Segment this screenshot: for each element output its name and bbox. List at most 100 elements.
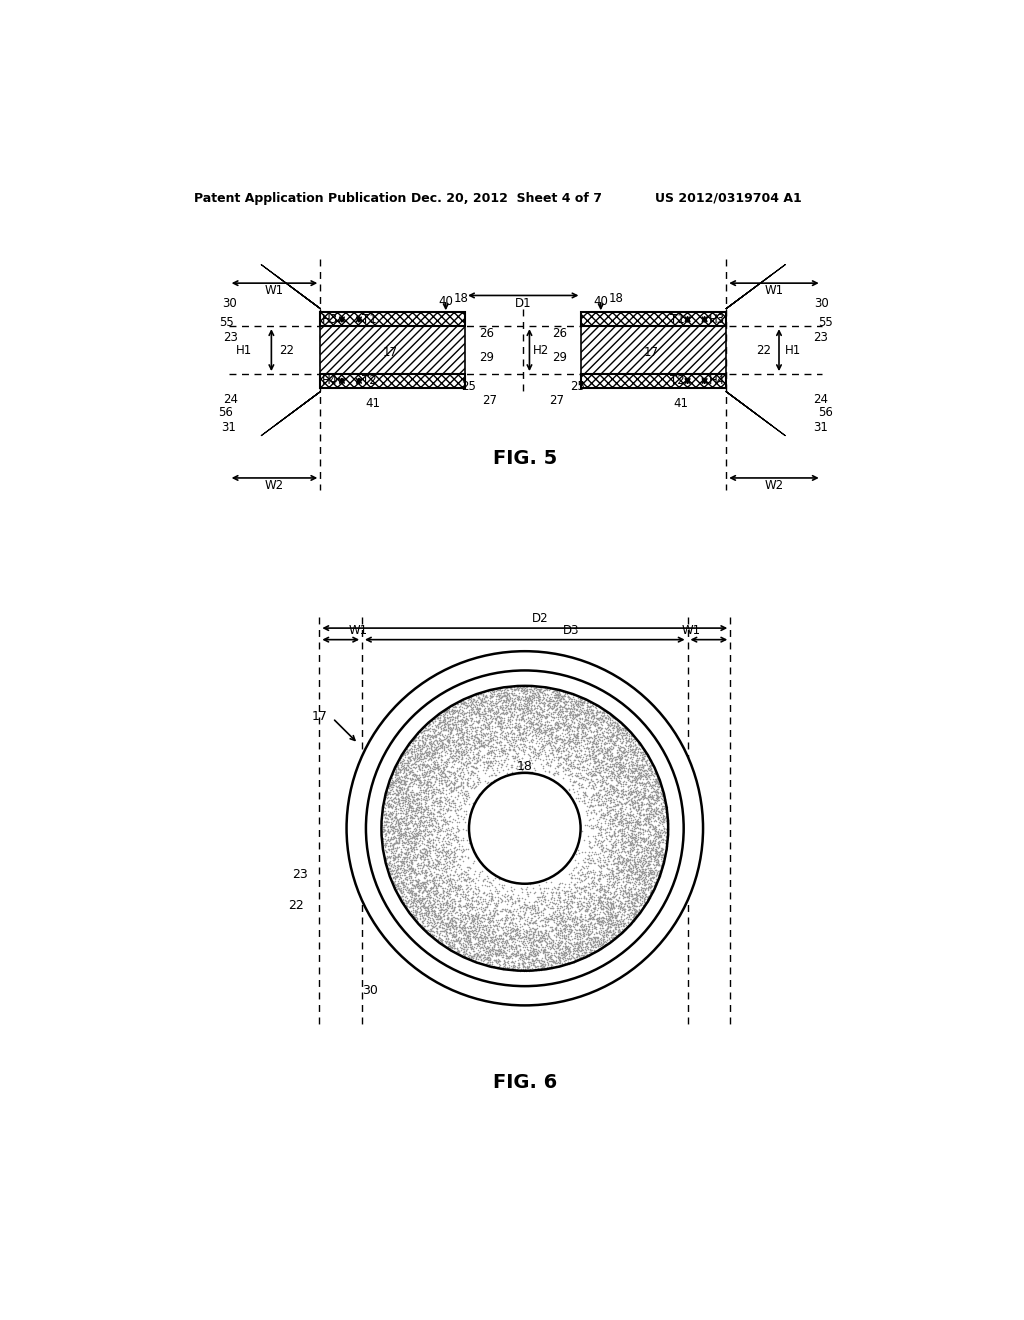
Point bbox=[429, 863, 445, 884]
Point bbox=[436, 795, 453, 816]
Point bbox=[451, 940, 467, 961]
Point bbox=[603, 826, 620, 847]
Point bbox=[452, 879, 468, 900]
Point bbox=[583, 714, 599, 735]
Point bbox=[498, 747, 514, 768]
Point bbox=[588, 725, 604, 746]
Point bbox=[624, 862, 640, 883]
Point bbox=[429, 891, 445, 912]
Point bbox=[565, 755, 582, 776]
Point bbox=[470, 891, 486, 912]
Point bbox=[550, 913, 566, 935]
Point bbox=[451, 742, 467, 763]
Point bbox=[607, 807, 624, 828]
Point bbox=[505, 693, 521, 714]
Point bbox=[468, 921, 484, 942]
Point bbox=[452, 929, 468, 950]
Point bbox=[570, 701, 587, 722]
Point bbox=[580, 939, 596, 960]
Point bbox=[505, 952, 521, 973]
Point bbox=[416, 801, 432, 822]
Point bbox=[613, 818, 630, 840]
Point bbox=[616, 847, 633, 869]
Point bbox=[566, 875, 583, 896]
Point bbox=[556, 685, 572, 706]
Point bbox=[418, 907, 434, 928]
Point bbox=[397, 867, 414, 888]
Point bbox=[559, 705, 575, 726]
Point bbox=[414, 758, 430, 779]
Point bbox=[477, 750, 494, 771]
Point bbox=[387, 830, 403, 851]
Point bbox=[545, 763, 561, 784]
Point bbox=[639, 750, 655, 771]
Point bbox=[440, 936, 457, 957]
Point bbox=[424, 766, 440, 787]
Point bbox=[530, 916, 547, 937]
Point bbox=[629, 888, 645, 909]
Point bbox=[403, 754, 420, 775]
Point bbox=[549, 685, 565, 706]
Point bbox=[392, 820, 409, 841]
Point bbox=[605, 902, 622, 923]
Point bbox=[595, 770, 611, 791]
Point bbox=[528, 960, 545, 981]
Point bbox=[412, 834, 428, 855]
Point bbox=[569, 931, 586, 952]
Point bbox=[547, 952, 563, 973]
Point bbox=[445, 764, 462, 785]
Point bbox=[411, 729, 427, 750]
Point bbox=[651, 862, 668, 883]
Point bbox=[613, 861, 630, 882]
Point bbox=[400, 752, 417, 774]
Point bbox=[459, 697, 475, 718]
Point bbox=[447, 907, 464, 928]
Point bbox=[591, 739, 607, 760]
Point bbox=[644, 830, 660, 851]
Point bbox=[420, 855, 436, 876]
Point bbox=[432, 857, 449, 878]
Point bbox=[635, 738, 651, 759]
Point bbox=[413, 846, 429, 867]
Point bbox=[416, 737, 432, 758]
Point bbox=[425, 759, 441, 780]
Point bbox=[542, 690, 558, 711]
Point bbox=[463, 911, 479, 932]
Point bbox=[417, 729, 433, 750]
Point bbox=[588, 873, 604, 894]
Point bbox=[428, 876, 444, 898]
Point bbox=[492, 678, 508, 700]
Point bbox=[401, 747, 418, 768]
Point bbox=[641, 797, 657, 818]
Point bbox=[614, 718, 631, 739]
Point bbox=[521, 722, 538, 743]
Point bbox=[420, 796, 436, 817]
Point bbox=[624, 760, 640, 781]
Point bbox=[506, 941, 522, 962]
Point bbox=[635, 754, 651, 775]
Point bbox=[388, 801, 404, 822]
Point bbox=[490, 929, 507, 950]
Point bbox=[432, 928, 449, 949]
Point bbox=[610, 721, 627, 742]
Point bbox=[514, 739, 530, 760]
Point bbox=[570, 690, 587, 711]
Point bbox=[536, 952, 552, 973]
Point bbox=[564, 892, 581, 913]
Point bbox=[479, 953, 496, 974]
Point bbox=[462, 696, 478, 717]
Point bbox=[494, 721, 510, 742]
Point bbox=[615, 764, 632, 785]
Point bbox=[632, 892, 648, 913]
Point bbox=[518, 960, 535, 981]
Point bbox=[461, 694, 477, 715]
Point bbox=[562, 891, 579, 912]
Point bbox=[401, 738, 418, 759]
Point bbox=[527, 713, 544, 734]
Point bbox=[497, 916, 513, 937]
Point bbox=[534, 722, 550, 743]
Point bbox=[587, 826, 603, 847]
Point bbox=[447, 770, 464, 791]
Point bbox=[415, 874, 431, 895]
Point bbox=[409, 828, 425, 849]
